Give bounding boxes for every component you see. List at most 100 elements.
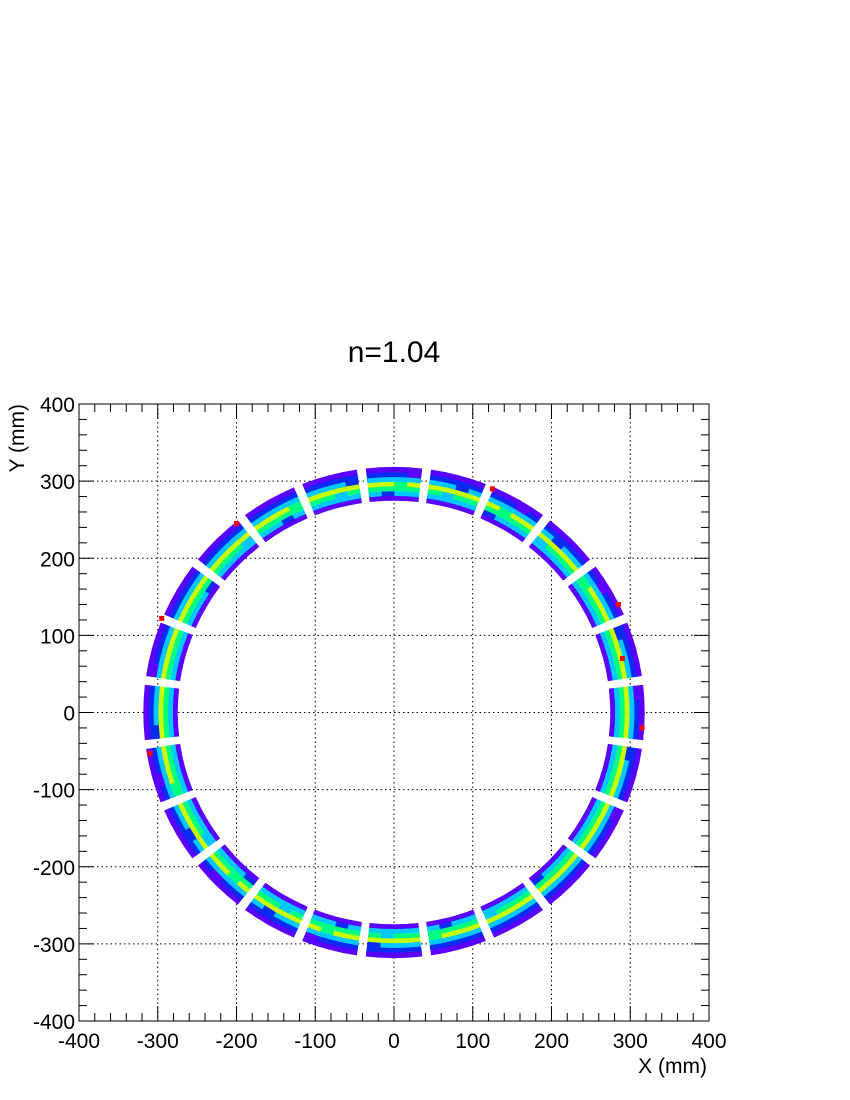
ring-module: [164, 566, 221, 628]
ring-cell: [619, 712, 626, 726]
hot-pixel: [159, 615, 165, 621]
ring-cell: [393, 466, 409, 473]
ring-cell: [380, 476, 395, 483]
hot-pixel: [147, 750, 153, 756]
ring-module: [244, 487, 308, 543]
ring-module: [528, 844, 591, 905]
ring-cell: [365, 951, 381, 958]
ring-cell: [379, 471, 395, 478]
y-axis-title: Y (mm): [6, 404, 29, 472]
ring-cell: [634, 748, 642, 764]
ring-cell: [143, 725, 151, 741]
ring-cell: [380, 485, 395, 492]
ring-cell: [407, 467, 423, 474]
ring-module: [426, 469, 486, 516]
y-tick-label: 300: [40, 471, 75, 494]
ring-cell: [614, 699, 621, 713]
ring-cell: [143, 684, 151, 700]
ring-cell: [148, 698, 154, 713]
ring-module: [244, 882, 308, 938]
x-tick-label: 100: [455, 1030, 490, 1053]
y-tick-label: -100: [33, 780, 75, 803]
hot-pixels: [147, 486, 645, 756]
ring-cell: [280, 926, 297, 938]
ring-cell: [622, 622, 633, 638]
x-axis-title: X (mm): [638, 1055, 707, 1078]
ring-cell: [591, 566, 604, 582]
ring-cell: [393, 476, 408, 483]
ring-cell: [379, 952, 395, 959]
ring-module: [365, 922, 423, 959]
ring-module: [567, 797, 624, 859]
ring-cell: [302, 479, 318, 489]
ring-cell: [226, 891, 242, 905]
ring-cell: [609, 700, 616, 713]
ring-cell: [614, 712, 621, 726]
ring-module: [480, 882, 544, 938]
ring-cell: [393, 938, 408, 944]
y-tick-label: 100: [40, 625, 75, 648]
ring-cell: [172, 712, 179, 725]
ring-cell: [197, 548, 212, 563]
ring-cell: [157, 699, 164, 713]
ring-cell: [393, 942, 408, 949]
ring-cell: [167, 699, 174, 713]
ring-module: [143, 684, 180, 741]
ring-cell: [393, 928, 407, 935]
ring-module: [426, 909, 486, 956]
ring-cell: [393, 495, 407, 502]
ring-cell: [379, 466, 395, 473]
ring-cell: [162, 712, 169, 726]
ring-cell: [576, 862, 591, 877]
ring-cell: [393, 471, 409, 478]
ring-module: [608, 684, 645, 741]
ring-cell: [638, 698, 645, 713]
ring-cell: [393, 947, 409, 954]
ring-module: [146, 622, 193, 682]
ring-module: [528, 520, 591, 581]
ring-cell: [407, 951, 423, 958]
ring-cell: [470, 936, 486, 946]
ring-cell: [146, 661, 154, 677]
ring-cell: [162, 699, 169, 713]
ring-cell: [381, 923, 395, 930]
ring-module: [197, 844, 260, 905]
ring-cell: [184, 843, 197, 859]
ring-cell: [393, 490, 407, 497]
ring-cell: [155, 787, 166, 803]
hot-pixel: [639, 725, 645, 731]
x-tick-label: 200: [534, 1030, 569, 1053]
x-tick-label: -300: [137, 1030, 179, 1053]
ring-cell: [629, 698, 636, 713]
ring-module: [302, 469, 362, 516]
hot-pixel: [615, 602, 621, 608]
ring-cell: [152, 698, 159, 713]
ring-cell: [528, 905, 544, 919]
ring-cell: [381, 495, 395, 502]
ring-cell: [152, 712, 159, 727]
ring-cell: [393, 933, 408, 940]
ring-cell: [148, 712, 154, 727]
hot-pixel: [234, 521, 239, 527]
ring-cell: [143, 698, 150, 713]
ring-cell: [634, 712, 640, 727]
ring-module: [197, 520, 260, 581]
y-tick-label: -200: [33, 857, 75, 880]
ring-cell: [172, 700, 179, 713]
ring-cell: [629, 712, 636, 727]
y-tick-label: 200: [40, 548, 75, 571]
ring-cell: [638, 712, 645, 727]
ring-cell: [380, 938, 395, 944]
x-tick-label: 400: [691, 1030, 726, 1053]
x-tick-label: -400: [58, 1030, 100, 1053]
ring-cell: [244, 506, 260, 520]
ring-cell: [157, 712, 164, 726]
ring-cell: [342, 947, 358, 956]
ring-cell: [167, 712, 174, 726]
ring-cell: [393, 923, 407, 930]
ring-cell: [381, 490, 395, 497]
ring-cell: [393, 952, 409, 959]
x-tick-label: 0: [388, 1030, 400, 1053]
ring-module: [567, 566, 624, 628]
